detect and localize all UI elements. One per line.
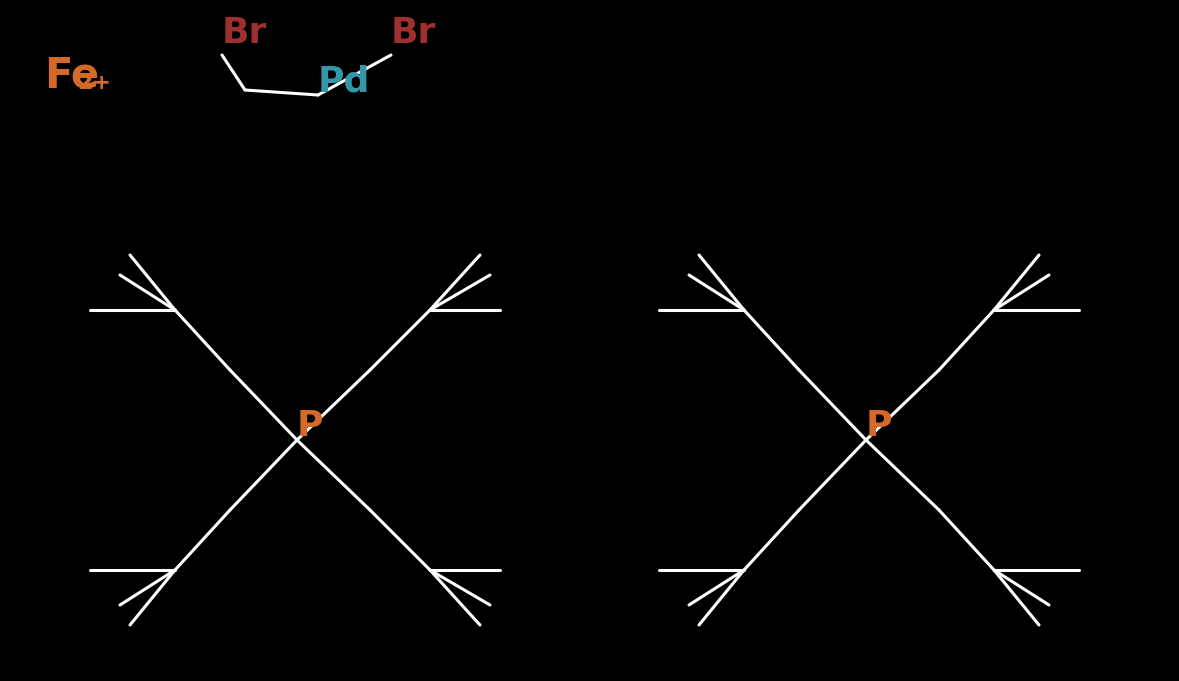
- Text: 2+: 2+: [77, 73, 111, 93]
- Text: Br: Br: [222, 16, 268, 50]
- Text: Pd: Pd: [318, 65, 370, 99]
- Text: P: P: [297, 409, 323, 443]
- Text: P: P: [867, 409, 893, 443]
- Text: Fe: Fe: [44, 54, 99, 96]
- Text: Br: Br: [391, 16, 436, 50]
